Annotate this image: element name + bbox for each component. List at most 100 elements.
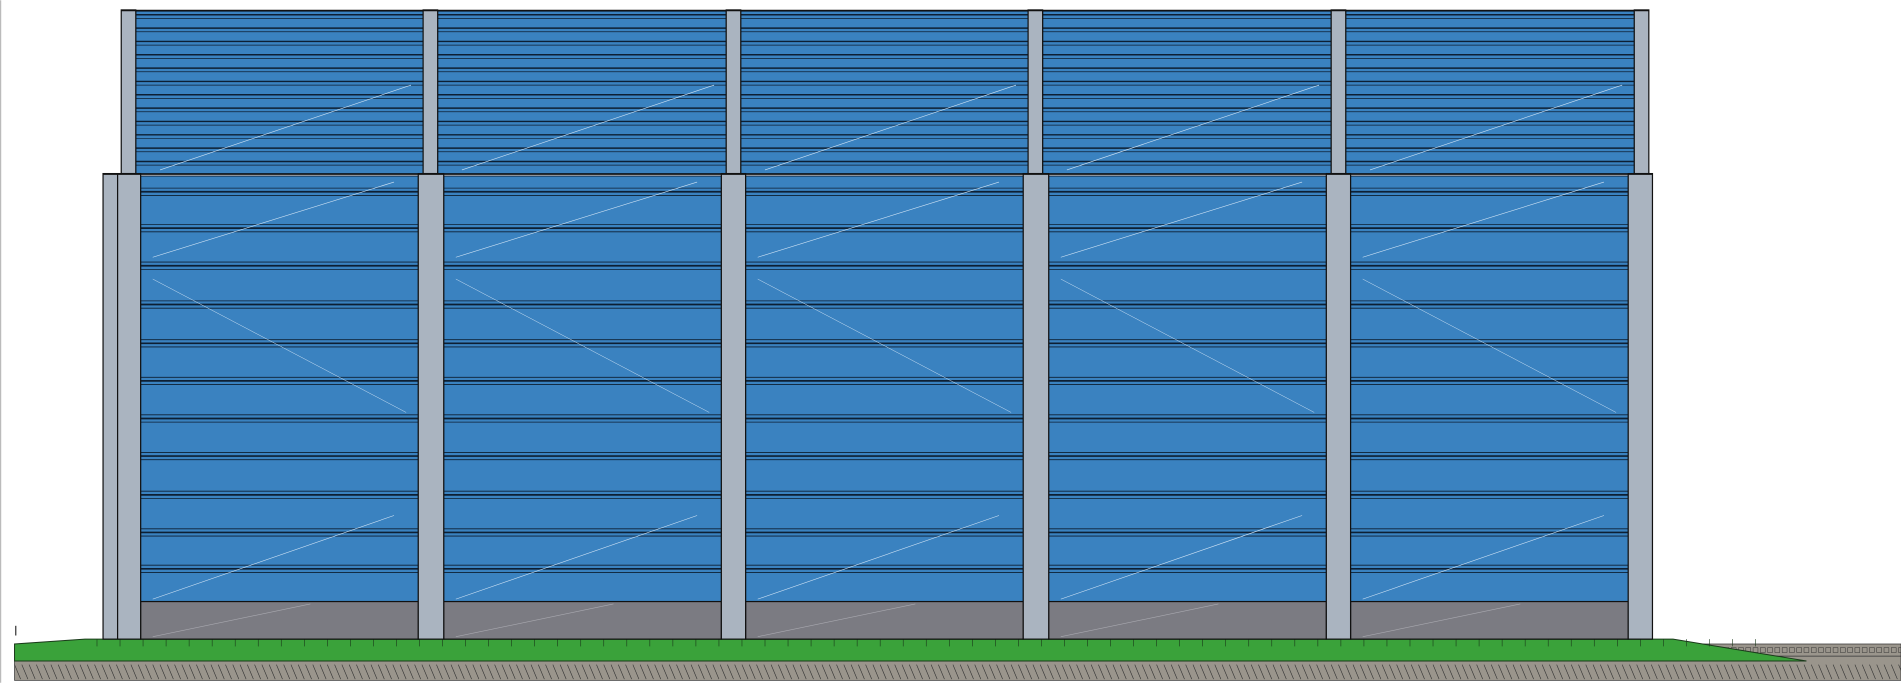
reflection — [1362, 181, 1605, 258]
gravel-hatch — [1287, 664, 1294, 680]
gravel-hatch — [1614, 664, 1622, 680]
ballast-block — [1803, 647, 1810, 653]
gravel-hatch — [1003, 664, 1011, 680]
gravel-hatch — [610, 664, 618, 680]
upper-panel — [1345, 10, 1635, 175]
gravel-hatch — [1818, 664, 1825, 680]
gravel-hatch — [545, 664, 552, 680]
gravel-hatch — [836, 664, 843, 680]
gravel-hatch — [283, 664, 291, 680]
gravel-hatch — [865, 664, 872, 680]
gravel-hatch — [1447, 664, 1454, 680]
upper-post — [1027, 9, 1044, 175]
gravel-hatch — [421, 664, 429, 680]
gravel-hatch — [705, 664, 712, 680]
reflection — [757, 515, 1000, 600]
gravel-hatch — [217, 664, 225, 680]
gravel-hatch — [232, 664, 240, 680]
gravel-hatch — [1534, 664, 1542, 680]
gravel-hatch — [28, 664, 36, 680]
gravel-hatch — [1418, 664, 1425, 680]
gravel-hatch — [894, 664, 902, 680]
gravel-hatch — [588, 664, 596, 680]
gravel-hatch — [887, 664, 894, 680]
gravel-hatch — [43, 664, 50, 680]
gravel-hatch — [530, 664, 538, 680]
gravel-hatch — [850, 664, 858, 680]
gravel-hatch — [1105, 664, 1113, 680]
base-panel — [1048, 600, 1327, 640]
gravel-hatch — [377, 664, 385, 680]
gravel-hatch — [1716, 664, 1724, 680]
gravel-hatch — [748, 664, 756, 680]
gravel-hatch — [145, 664, 152, 680]
reflection — [757, 181, 1000, 258]
upper-panel — [135, 10, 424, 175]
gravel-hatch — [1709, 664, 1716, 680]
base-reflection — [1060, 603, 1219, 638]
gravel-hatch — [1694, 664, 1702, 680]
gravel-hatch — [159, 664, 167, 680]
gravel-hatch — [1767, 664, 1774, 680]
gravel-hatch — [1316, 664, 1323, 680]
gravel-hatch — [603, 664, 611, 680]
gravel-hatch — [1469, 664, 1476, 680]
gravel-hatch — [94, 664, 101, 680]
base-panel — [745, 600, 1024, 640]
gravel-hatch — [1796, 664, 1804, 680]
gravel-hatch — [1432, 664, 1440, 680]
gravel-hatch — [334, 664, 341, 680]
gravel-hatch — [647, 664, 654, 680]
gravel-hatch — [741, 664, 749, 680]
gravel-hatch — [996, 664, 1003, 680]
gravel-hatch — [1309, 664, 1316, 680]
gravel-hatch — [1178, 664, 1185, 680]
gravel-hatch — [1629, 664, 1636, 680]
gravel-hatch — [1192, 664, 1200, 680]
gravel-hatch — [552, 664, 560, 680]
gravel-hatch — [1563, 664, 1571, 680]
gravel-hatch — [654, 664, 662, 680]
gravel-hatch — [1083, 664, 1091, 680]
gravel-hatch — [1236, 664, 1243, 680]
gravel-hatch — [1134, 664, 1142, 680]
gravel-hatch — [370, 664, 378, 680]
ballast-block — [1789, 647, 1795, 653]
gravel-hatch — [1185, 664, 1193, 680]
base-panel — [443, 600, 722, 640]
gravel-hatch — [668, 664, 676, 680]
gravel-hatch — [1229, 664, 1236, 680]
reflection — [757, 278, 1012, 413]
gravel-hatch — [1541, 664, 1549, 680]
gravel-hatch — [1360, 664, 1367, 680]
gravel-hatch — [574, 664, 582, 680]
gravel-hatch — [1680, 664, 1687, 680]
gravel-hatch — [1490, 664, 1498, 680]
reflection — [455, 181, 698, 258]
ballast-block — [1832, 647, 1839, 653]
gravel-hatch — [727, 664, 734, 680]
gravel-hatch — [1127, 664, 1134, 680]
gravel-hatch — [799, 664, 807, 680]
gravel-hatch — [1898, 664, 1901, 672]
gravel-hatch — [1643, 664, 1651, 680]
gravel-hatch — [1760, 664, 1767, 680]
gravel-hatch — [1570, 664, 1578, 680]
reflection — [1060, 515, 1303, 600]
gravel-hatch — [1054, 664, 1062, 680]
gravel-hatch — [1338, 664, 1345, 680]
gravel-hatch — [130, 664, 138, 680]
gravel-hatch — [632, 664, 640, 680]
gravel-hatch — [174, 664, 181, 680]
ballast-block — [1891, 647, 1897, 653]
gravel-hatch — [14, 664, 21, 680]
gravel-hatch — [1243, 664, 1251, 680]
gravel-hatch — [457, 664, 465, 680]
ballast-block — [1781, 647, 1788, 653]
gravel-hatch — [661, 664, 669, 680]
gravel-hatch — [1803, 664, 1811, 680]
gravel-hatch — [625, 664, 632, 680]
gravel-hatch — [1636, 664, 1644, 680]
gravel-hatch — [392, 664, 400, 680]
